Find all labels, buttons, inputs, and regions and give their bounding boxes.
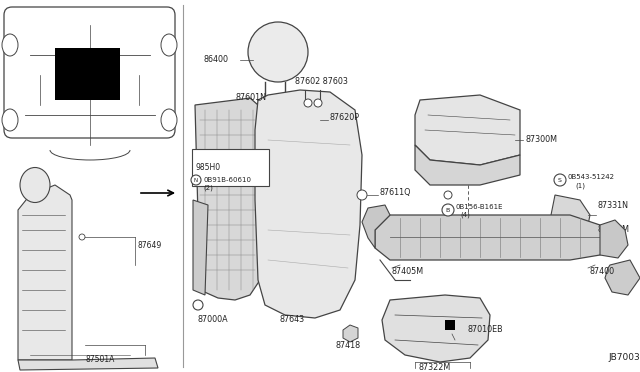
Polygon shape [605, 260, 640, 295]
Text: 87418: 87418 [335, 340, 360, 350]
Polygon shape [362, 205, 390, 248]
Text: S: S [558, 177, 562, 183]
FancyBboxPatch shape [192, 149, 269, 186]
Text: B: B [446, 208, 450, 212]
Text: 0B156-B161E: 0B156-B161E [456, 204, 504, 210]
Circle shape [193, 300, 203, 310]
Text: (4): (4) [460, 212, 470, 218]
Text: 87400: 87400 [590, 267, 615, 276]
Text: 985H0: 985H0 [196, 164, 221, 173]
FancyBboxPatch shape [4, 7, 175, 138]
Text: JB70033S: JB70033S [608, 353, 640, 362]
Text: 87405M: 87405M [392, 267, 424, 276]
Ellipse shape [248, 22, 308, 82]
Text: 87643: 87643 [280, 315, 305, 324]
Ellipse shape [161, 109, 177, 131]
Text: (1): (1) [575, 183, 585, 189]
Text: 87331N: 87331N [598, 201, 629, 209]
Polygon shape [193, 200, 208, 295]
Text: (2): (2) [203, 185, 213, 191]
Text: 87010EB: 87010EB [468, 326, 504, 334]
Polygon shape [18, 358, 158, 370]
Text: 87000A: 87000A [197, 315, 228, 324]
Text: 87620P: 87620P [330, 113, 360, 122]
Circle shape [357, 190, 367, 200]
Ellipse shape [20, 167, 50, 202]
Circle shape [444, 191, 452, 199]
Text: 86400: 86400 [203, 55, 228, 64]
Text: 87501A: 87501A [85, 356, 115, 365]
Circle shape [304, 99, 312, 107]
Text: 87322M: 87322M [419, 363, 451, 372]
Polygon shape [343, 325, 358, 342]
Polygon shape [375, 215, 610, 260]
Polygon shape [415, 145, 520, 185]
Polygon shape [18, 185, 72, 360]
Bar [445, 320, 455, 330]
Text: N: N [194, 177, 198, 183]
Circle shape [79, 234, 85, 240]
Text: 87406M: 87406M [598, 225, 630, 234]
Polygon shape [550, 195, 590, 245]
Polygon shape [195, 98, 260, 300]
Text: 0B543-51242: 0B543-51242 [568, 174, 615, 180]
Ellipse shape [2, 34, 18, 56]
Ellipse shape [2, 109, 18, 131]
Circle shape [314, 99, 322, 107]
Text: 87601N: 87601N [236, 93, 267, 102]
Polygon shape [600, 220, 628, 258]
Circle shape [442, 204, 454, 216]
Ellipse shape [161, 34, 177, 56]
Text: 87649: 87649 [137, 241, 161, 250]
Text: 0B91B-60610: 0B91B-60610 [203, 177, 251, 183]
Polygon shape [415, 95, 520, 165]
Text: 87611Q: 87611Q [380, 187, 412, 196]
Circle shape [191, 175, 201, 185]
Polygon shape [255, 90, 362, 318]
Polygon shape [382, 295, 490, 362]
Circle shape [554, 174, 566, 186]
Text: 87300M: 87300M [525, 135, 557, 144]
Bar [55, 48, 120, 100]
Text: 87602 87603: 87602 87603 [295, 77, 348, 87]
